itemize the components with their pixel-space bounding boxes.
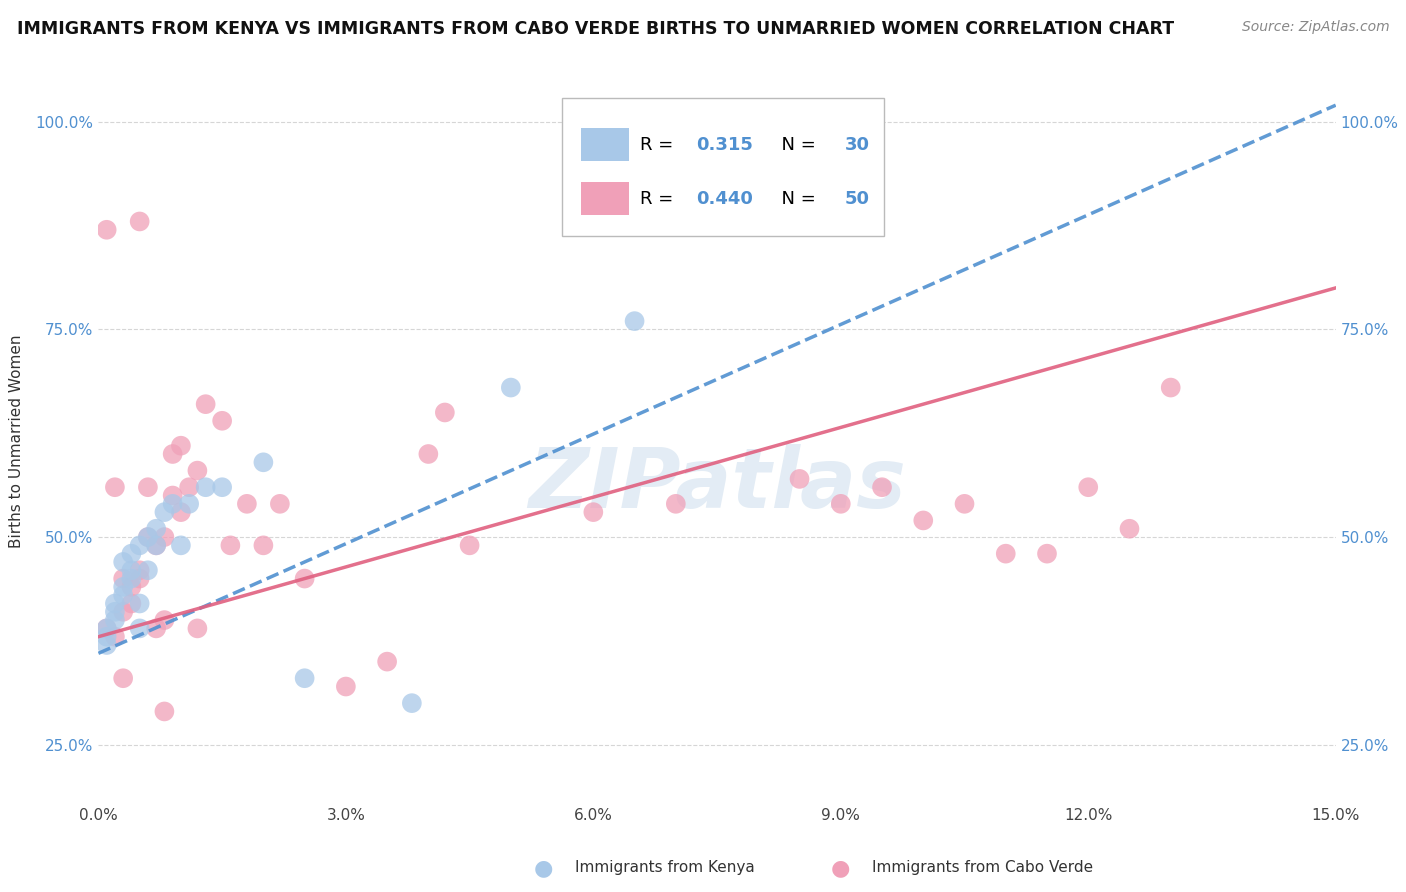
Point [104, 613, 127, 627]
Point [912, 513, 935, 527]
Point [96, 638, 118, 652]
Point [433, 405, 456, 419]
Text: 50: 50 [845, 190, 869, 208]
Point [136, 530, 159, 544]
Point [128, 214, 150, 228]
Point [401, 696, 423, 710]
Point [96, 223, 118, 237]
FancyBboxPatch shape [581, 128, 630, 161]
Point [236, 497, 259, 511]
Text: IMMIGRANTS FROM KENYA VS IMMIGRANTS FROM CABO VERDE BIRTHS TO UNMARRIED WOMEN CO: IMMIGRANTS FROM KENYA VS IMMIGRANTS FROM… [17, 20, 1174, 37]
Point [112, 555, 135, 569]
Point [104, 597, 127, 611]
Point [104, 630, 127, 644]
Point [1077, 480, 1099, 494]
Text: 0.440: 0.440 [696, 190, 752, 208]
Text: ●: ● [831, 858, 851, 878]
Point [112, 605, 135, 619]
Point [162, 489, 184, 503]
Text: 30: 30 [845, 136, 869, 153]
Point [136, 563, 159, 577]
Point [623, 314, 645, 328]
FancyBboxPatch shape [562, 98, 884, 235]
Point [294, 671, 316, 685]
Point [170, 538, 193, 552]
Point [120, 547, 142, 561]
Point [499, 380, 522, 394]
Text: R =: R = [640, 136, 679, 153]
Point [294, 572, 316, 586]
Text: Immigrants from Cabo Verde: Immigrants from Cabo Verde [872, 860, 1092, 875]
Point [120, 580, 142, 594]
Point [219, 538, 242, 552]
Point [104, 480, 127, 494]
Point [252, 455, 274, 469]
Point [269, 497, 291, 511]
Point [162, 497, 184, 511]
Point [335, 680, 357, 694]
Point [112, 572, 135, 586]
Point [120, 563, 142, 577]
Text: Source: ZipAtlas.com: Source: ZipAtlas.com [1241, 20, 1389, 34]
Point [128, 563, 150, 577]
Text: Immigrants from Kenya: Immigrants from Kenya [575, 860, 755, 875]
Point [170, 505, 193, 519]
Point [96, 621, 118, 635]
Point [96, 621, 118, 635]
Point [194, 480, 217, 494]
Text: R =: R = [640, 190, 679, 208]
Point [145, 621, 167, 635]
Point [145, 522, 167, 536]
Point [186, 464, 208, 478]
Point [128, 572, 150, 586]
Point [582, 505, 605, 519]
Point [153, 530, 176, 544]
Point [104, 605, 127, 619]
Point [375, 655, 398, 669]
Point [870, 480, 893, 494]
Point [1036, 547, 1059, 561]
Point [830, 497, 852, 511]
Text: ●: ● [534, 858, 554, 878]
Point [112, 588, 135, 602]
Point [1160, 380, 1182, 394]
Point [994, 547, 1017, 561]
Point [128, 597, 150, 611]
Point [179, 480, 201, 494]
Point [211, 480, 233, 494]
Point [194, 397, 217, 411]
Point [418, 447, 440, 461]
Point [211, 414, 233, 428]
Point [153, 705, 176, 719]
Point [120, 597, 142, 611]
Point [153, 613, 176, 627]
Text: 0.315: 0.315 [696, 136, 752, 153]
Point [128, 621, 150, 635]
Point [1118, 522, 1140, 536]
Point [96, 630, 118, 644]
Point [120, 572, 142, 586]
Point [252, 538, 274, 552]
Point [145, 538, 167, 552]
Point [162, 447, 184, 461]
Y-axis label: Births to Unmarried Women: Births to Unmarried Women [10, 334, 24, 549]
Point [458, 538, 481, 552]
Point [953, 497, 976, 511]
Text: ZIPatlas: ZIPatlas [529, 444, 905, 525]
Point [170, 439, 193, 453]
Point [112, 671, 135, 685]
Point [136, 530, 159, 544]
Text: N =: N = [770, 190, 821, 208]
FancyBboxPatch shape [581, 182, 630, 215]
Point [179, 497, 201, 511]
Point [136, 480, 159, 494]
Point [789, 472, 811, 486]
Text: N =: N = [770, 136, 821, 153]
Point [153, 505, 176, 519]
Point [112, 580, 135, 594]
Point [145, 538, 167, 552]
Point [665, 497, 688, 511]
Point [186, 621, 208, 635]
Point [128, 538, 150, 552]
